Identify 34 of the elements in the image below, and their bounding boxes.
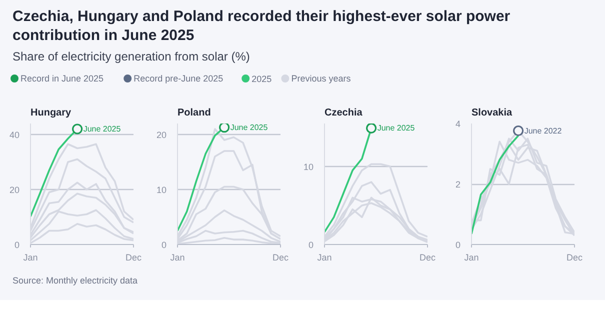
chart-title: Poland bbox=[178, 108, 211, 118]
chart-title: Hungary bbox=[30, 108, 72, 118]
y-tick-label: 2 bbox=[455, 180, 461, 190]
text: Czechia, Hungary and Poland recorded their highest-ever solar power contribution in June 2025 bbox=[12, 8, 510, 44]
x-tick-label: Jan bbox=[23, 252, 38, 262]
legend-label: Previous years bbox=[291, 74, 352, 84]
y-tick-label: 0 bbox=[455, 240, 461, 250]
annotation: June 2025 bbox=[377, 124, 416, 133]
text: Share of electricity generation from solar (%) bbox=[12, 50, 250, 64]
x-tick-label: Dec bbox=[566, 252, 583, 262]
y-tick-label: 20 bbox=[9, 185, 20, 195]
legend-label: Record in June 2025 bbox=[20, 74, 104, 84]
annotation: June 2025 bbox=[230, 122, 268, 132]
annotation: June 2022 bbox=[524, 126, 562, 136]
chart-title: Czechia bbox=[324, 108, 363, 118]
y-tick-label: 10 bbox=[156, 185, 167, 195]
x-tick-label: Jan bbox=[170, 252, 185, 262]
y-tick-label: 4 bbox=[455, 119, 461, 129]
y-tick-label: 40 bbox=[9, 130, 20, 140]
annotation: June 2025 bbox=[83, 124, 122, 134]
source-note: Source: Monthly electricity data bbox=[12, 276, 138, 286]
x-tick-label: Dec bbox=[126, 252, 142, 262]
legend-label: Record pre-June 2025 bbox=[134, 74, 224, 84]
y-tick-label: 0 bbox=[161, 240, 167, 250]
y-tick-label: 0 bbox=[308, 240, 314, 250]
chart-title: Slovakia bbox=[472, 108, 513, 118]
y-tick-label: 0 bbox=[14, 240, 20, 250]
x-tick-label: Dec bbox=[272, 252, 289, 262]
x-tick-label: Dec bbox=[420, 252, 436, 262]
y-tick-label: 10 bbox=[303, 162, 314, 172]
x-tick-label: Jan bbox=[464, 252, 479, 262]
legend-label: 2025 bbox=[252, 74, 272, 84]
x-tick-label: Jan bbox=[317, 252, 332, 262]
y-tick-label: 20 bbox=[156, 130, 167, 140]
